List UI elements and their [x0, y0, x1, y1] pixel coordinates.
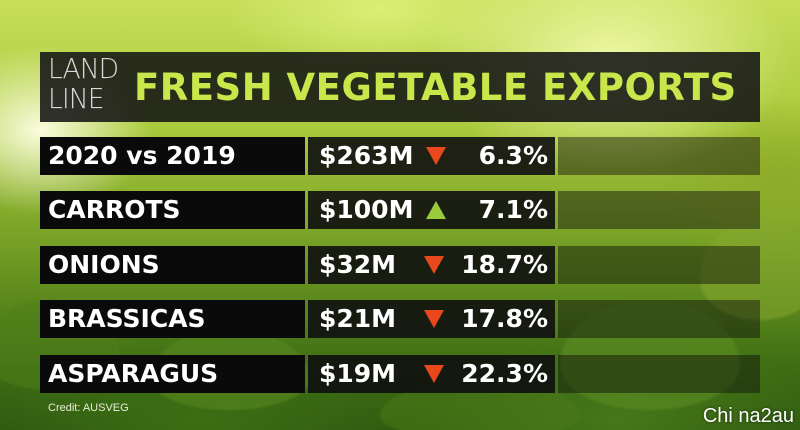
row-value: $32M [319, 250, 397, 279]
spacer-cell [558, 355, 760, 393]
arrow-triangle [424, 310, 444, 328]
arrow-down-icon [423, 246, 453, 284]
graphic-title: FRESH VEGETABLE EXPORTS [134, 66, 737, 109]
row-change: 7.1% [478, 195, 548, 224]
row-change: 17.8% [461, 304, 548, 333]
landline-logo: LAND LINE [48, 52, 128, 115]
row-change: 18.7% [461, 250, 548, 279]
label-cell [40, 300, 305, 338]
arrow-down-shape [424, 310, 444, 328]
table-row: ASPARAGUS $19M 22.3% [40, 355, 760, 393]
row-label: BRASSICAS [48, 304, 206, 333]
arrow-down-shape [424, 365, 444, 383]
row-change: 6.3% [478, 141, 548, 170]
row-value: $21M [319, 304, 397, 333]
row-change: 22.3% [461, 359, 548, 388]
spacer-cell [558, 191, 760, 229]
row-label: ONIONS [48, 250, 160, 279]
table-row: CARROTS $100M 7.1% [40, 191, 760, 229]
spacer-cell [558, 300, 760, 338]
logo-line-1: LAND [48, 52, 119, 85]
arrow-down-shape [426, 147, 446, 165]
arrow-triangle [426, 147, 446, 165]
arrow-up-shape [426, 201, 446, 219]
watermark-text: Chi na2au [702, 405, 794, 427]
arrow-triangle [426, 201, 446, 219]
row-value: $19M [319, 359, 397, 388]
label-cell [40, 355, 305, 393]
table-row: BRASSICAS $21M 17.8% [40, 300, 760, 338]
background-foliage [700, 220, 800, 320]
label-cell [40, 137, 305, 175]
background-foliage [560, 300, 740, 410]
credit-text: Credit: AUSVEG [48, 402, 129, 414]
arrow-down-shape [424, 256, 444, 274]
arrow-triangle [424, 256, 444, 274]
row-value: $100M [319, 195, 414, 224]
title-bar [40, 52, 760, 122]
row-label: CARROTS [48, 195, 181, 224]
logo-line-2: LINE [48, 82, 105, 115]
table-row: 2020 vs 2019 $263M 6.3% [40, 137, 760, 175]
arrow-down-icon [423, 355, 453, 393]
arrow-down-icon [425, 137, 455, 175]
arrow-down-icon [423, 300, 453, 338]
arrow-up-icon [425, 191, 455, 229]
row-value: $263M [319, 141, 414, 170]
spacer-cell [558, 137, 760, 175]
row-label: 2020 vs 2019 [48, 141, 236, 170]
label-cell [40, 246, 305, 284]
spacer-cell [558, 246, 760, 284]
row-label: ASPARAGUS [48, 359, 219, 388]
table-row: ONIONS $32M 18.7% [40, 246, 760, 284]
arrow-triangle [424, 365, 444, 383]
label-cell [40, 191, 305, 229]
